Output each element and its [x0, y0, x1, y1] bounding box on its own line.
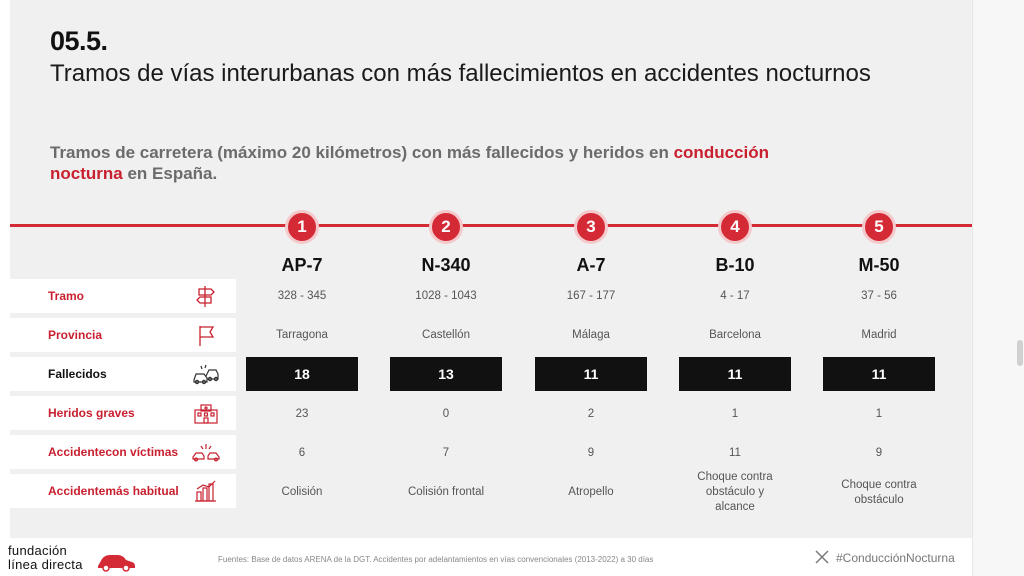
- cell-habitual-4: Choque contra obstáculo y alcance: [697, 471, 773, 513]
- subtitle-text-1: Tramos de carretera (máximo 20 kilómetro…: [50, 143, 674, 162]
- rank-badge-1: 1: [285, 210, 319, 244]
- cell-heridos-1: 23: [295, 408, 309, 420]
- cell-tramo-3: 167 - 177: [566, 290, 616, 302]
- slide-subtitle: Tramos de carretera (máximo 20 kilómetro…: [50, 142, 930, 184]
- row-label-tramo: Tramo: [10, 279, 236, 313]
- logo-line-2: línea directa: [8, 557, 83, 572]
- timeline-red-line: [10, 224, 972, 227]
- crashed-cars-icon: [193, 364, 219, 385]
- rank-badge-3: 3: [574, 210, 608, 244]
- row-label-text: Tramo: [48, 289, 85, 303]
- road-name-3: A-7: [576, 255, 606, 275]
- road-name-5: M-50: [858, 255, 900, 275]
- scrollbar-thumb[interactable]: [1017, 340, 1023, 366]
- logo-line-1: fundación: [8, 543, 68, 558]
- cell-fallecidos-5: 11: [823, 357, 935, 391]
- cell-tramo-2: 1028 - 1043: [415, 290, 477, 302]
- cell-habitual-2: Colisión frontal: [407, 486, 485, 498]
- signpost-icon: [196, 286, 215, 307]
- row-label-text: Heridos graves: [48, 406, 135, 420]
- row-label-heridos: Heridos graves: [10, 396, 236, 430]
- subtitle-highlight-1: conducción: [673, 143, 769, 162]
- road-name-1: AP-7: [281, 255, 323, 275]
- slide-title: Tramos de vías interurbanas con más fall…: [50, 60, 871, 87]
- cell-habitual-1: Colisión: [281, 486, 323, 498]
- cell-tramo-4: 4 - 17: [720, 290, 750, 302]
- cell-provincia-4: Barcelona: [709, 329, 761, 341]
- rank-badge-4: 4: [718, 210, 752, 244]
- rank-badge-5: 5: [862, 210, 896, 244]
- row-label-text: Accidente más habitual: [48, 484, 179, 498]
- viewer-gutter: [972, 0, 1024, 576]
- cell-victimas-1: 6: [298, 447, 306, 459]
- cell-habitual-3: Atropello: [568, 486, 614, 498]
- cell-victimas-3: 9: [587, 447, 595, 459]
- red-car-logo-icon: [98, 555, 135, 572]
- cell-habitual-5: Choque contra obstáculo: [841, 479, 917, 506]
- cell-provincia-5: Madrid: [861, 329, 897, 341]
- hashtag: #ConducciónNocturna: [836, 551, 955, 565]
- cell-victimas-5: 9: [875, 447, 883, 459]
- hospital-icon: [194, 404, 218, 424]
- collision-icon: [192, 444, 220, 462]
- row-label-text: Provincia: [48, 328, 103, 342]
- rank-badge-2: 2: [429, 210, 463, 244]
- flag-icon: [199, 326, 215, 346]
- cell-tramo-5: 37 - 56: [861, 290, 897, 302]
- cell-provincia-2: Castellón: [422, 329, 470, 341]
- row-label-text: Fallecidos: [48, 367, 107, 381]
- subtitle-text-2: en España.: [122, 164, 218, 183]
- road-name-4: B-10: [715, 255, 755, 275]
- cell-heridos-4: 1: [731, 408, 739, 420]
- row-label-provincia: Provincia: [10, 318, 236, 352]
- cell-victimas-4: 11: [729, 447, 741, 459]
- cell-fallecidos-2: 13: [390, 357, 502, 391]
- cell-heridos-3: 2: [587, 408, 595, 420]
- cell-victimas-2: 7: [442, 447, 450, 459]
- subtitle-highlight-2: nocturna: [50, 164, 123, 183]
- cell-fallecidos-1: 18: [246, 357, 358, 391]
- row-label-accidente-habitual: Accidente más habitual: [10, 474, 236, 508]
- road-name-2: N-340: [421, 255, 471, 275]
- cell-heridos-2: 0: [442, 408, 450, 420]
- cell-fallecidos-4: 11: [679, 357, 791, 391]
- sources-note: Fuentes: Base de datos ARENA de la DGT. …: [218, 555, 654, 564]
- row-label-text: Accidente con víctimas: [48, 445, 179, 459]
- cell-fallecidos-3: 11: [535, 357, 647, 391]
- bar-chart-icon: [195, 480, 216, 502]
- x-logo-icon: [815, 550, 829, 564]
- cell-tramo-1: 328 - 345: [277, 290, 327, 302]
- cell-provincia-1: Tarragona: [276, 329, 328, 341]
- row-label-accidente-victimas: Accidente con víctimas: [10, 435, 236, 469]
- cell-provincia-3: Málaga: [572, 329, 610, 341]
- section-number: 05.5.: [50, 26, 108, 56]
- cell-heridos-5: 1: [875, 408, 883, 420]
- foundation-logo: fundación línea directa: [8, 543, 135, 572]
- row-label-fallecidos: Fallecidos: [10, 357, 236, 391]
